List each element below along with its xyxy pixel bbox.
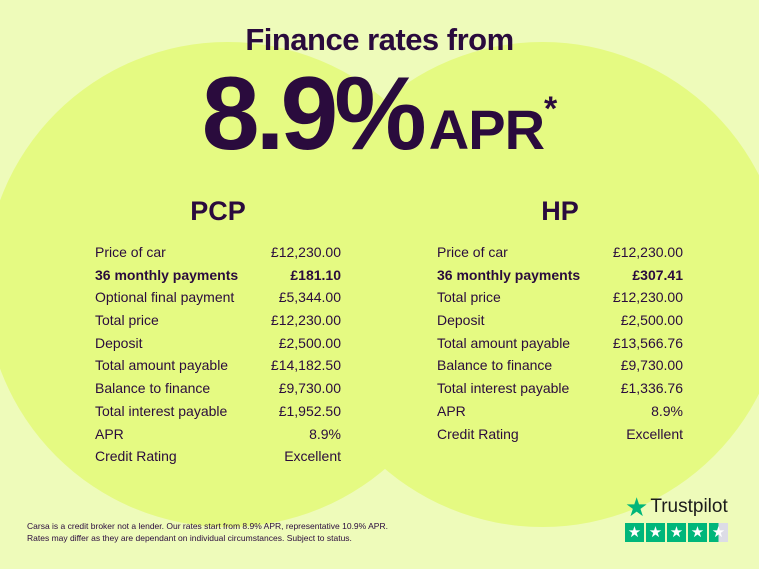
disclaimer-line: Rates may differ as they are dependant o… xyxy=(27,533,352,543)
star-icon: ★ xyxy=(688,523,707,542)
table-row: Deposit £2,500.00 xyxy=(95,332,341,355)
table-row: Deposit £2,500.00 xyxy=(437,309,683,332)
star-icon: ★ xyxy=(646,523,665,542)
row-label: Credit Rating xyxy=(95,448,177,465)
row-label: 36 monthly payments xyxy=(95,266,239,283)
row-label: Price of car xyxy=(95,244,166,260)
row-value: Excellent xyxy=(626,425,683,442)
row-value: £13,566.76 xyxy=(612,334,683,351)
disclaimer: Carsa is a credit broker not a lender. O… xyxy=(27,520,388,544)
background-circle-right xyxy=(300,42,759,527)
row-label: Total price xyxy=(437,289,501,306)
row-value: Excellent xyxy=(284,448,341,465)
row-value: £12,230.00 xyxy=(270,244,341,260)
hp-heading: HP xyxy=(541,196,579,226)
table-row: Balance to finance £9,730.00 xyxy=(437,354,683,377)
row-label: Credit Rating xyxy=(437,425,519,442)
table-row: APR 8.9% xyxy=(95,423,341,446)
disclaimer-line: Carsa is a credit broker not a lender. O… xyxy=(27,521,388,531)
row-label: Balance to finance xyxy=(437,357,553,374)
row-label: Balance to finance xyxy=(95,380,211,397)
table-row: Credit Rating Excellent xyxy=(95,445,341,468)
row-label: Total interest payable xyxy=(437,380,570,397)
row-label: Deposit xyxy=(437,312,485,329)
row-value: £181.10 xyxy=(290,266,341,283)
table-row: Price of car £12,230.00 xyxy=(437,241,683,264)
row-value: £5,344.00 xyxy=(278,289,341,306)
headline-title: Finance rates from xyxy=(245,22,514,57)
hp-table: HP Price of car £12,230.00 36 monthly paym… xyxy=(437,196,683,445)
row-value: £9,730.00 xyxy=(278,380,341,397)
row-value: £1,952.50 xyxy=(278,402,341,419)
table-row: Total price £12,230.00 xyxy=(95,309,341,332)
trustpilot-label: Trustpilot xyxy=(650,496,728,517)
row-value: £1,336.76 xyxy=(620,380,683,397)
table-row: 36 monthly payments £181.10 xyxy=(95,264,341,287)
row-label: Optional final payment xyxy=(95,289,235,306)
table-row: Total amount payable £14,182.50 xyxy=(95,354,341,377)
rate-value: 8.9% xyxy=(201,56,427,172)
table-row: Price of car £12,230.00 xyxy=(95,241,341,264)
table-row: Total amount payable £13,566.76 xyxy=(437,332,683,355)
row-label: APR xyxy=(95,425,124,442)
row-value: £2,500.00 xyxy=(278,334,341,351)
row-label: Deposit xyxy=(95,334,143,351)
table-row: Total price £12,230.00 xyxy=(437,286,683,309)
star-icon: ★ xyxy=(625,523,644,542)
star-icon: ★ xyxy=(667,523,686,542)
row-value: £14,182.50 xyxy=(270,357,341,374)
table-row: 36 monthly payments £307.41 xyxy=(437,264,683,287)
rate-asterisk: * xyxy=(544,90,558,128)
row-label: 36 monthly payments xyxy=(437,266,581,283)
headline-rate: 8.9% APR * xyxy=(0,62,759,166)
row-value: 8.9% xyxy=(309,425,341,442)
trustpilot-logo: ★ Trustpilot xyxy=(625,494,728,520)
table-row: Credit Rating Excellent xyxy=(437,423,683,446)
row-value: £2,500.00 xyxy=(620,312,683,329)
row-label: Price of car xyxy=(437,244,508,260)
pcp-table: PCP Price of car £12,230.00 36 monthly pay… xyxy=(95,196,341,468)
row-value: £307.41 xyxy=(632,266,683,283)
row-label: APR xyxy=(437,402,466,419)
table-row: Total interest payable £1,952.50 xyxy=(95,400,341,423)
table-row: Total interest payable £1,336.76 xyxy=(437,377,683,400)
row-value: £12,230.00 xyxy=(612,244,683,260)
table-row: APR 8.9% xyxy=(437,400,683,423)
row-label: Total price xyxy=(95,312,159,329)
rate-suffix: APR xyxy=(428,98,545,161)
pcp-heading: PCP xyxy=(190,196,246,226)
star-icon: ★ xyxy=(625,492,649,522)
star-icon: ★ xyxy=(709,523,728,542)
row-value: £9,730.00 xyxy=(620,357,683,374)
trustpilot-badge[interactable]: ★ Trustpilot ★ ★ ★ ★ ★ xyxy=(625,494,728,542)
row-label: Total interest payable xyxy=(95,402,228,419)
row-value: 8.9% xyxy=(651,402,683,419)
row-label: Total amount payable xyxy=(95,357,229,374)
row-value: £12,230.00 xyxy=(612,289,683,306)
table-row: Balance to finance £9,730.00 xyxy=(95,377,341,400)
row-label: Total amount payable xyxy=(437,334,571,351)
row-value: £12,230.00 xyxy=(270,312,341,329)
table-row: Optional final payment £5,344.00 xyxy=(95,286,341,309)
trustpilot-rating: ★ ★ ★ ★ ★ xyxy=(625,523,728,542)
